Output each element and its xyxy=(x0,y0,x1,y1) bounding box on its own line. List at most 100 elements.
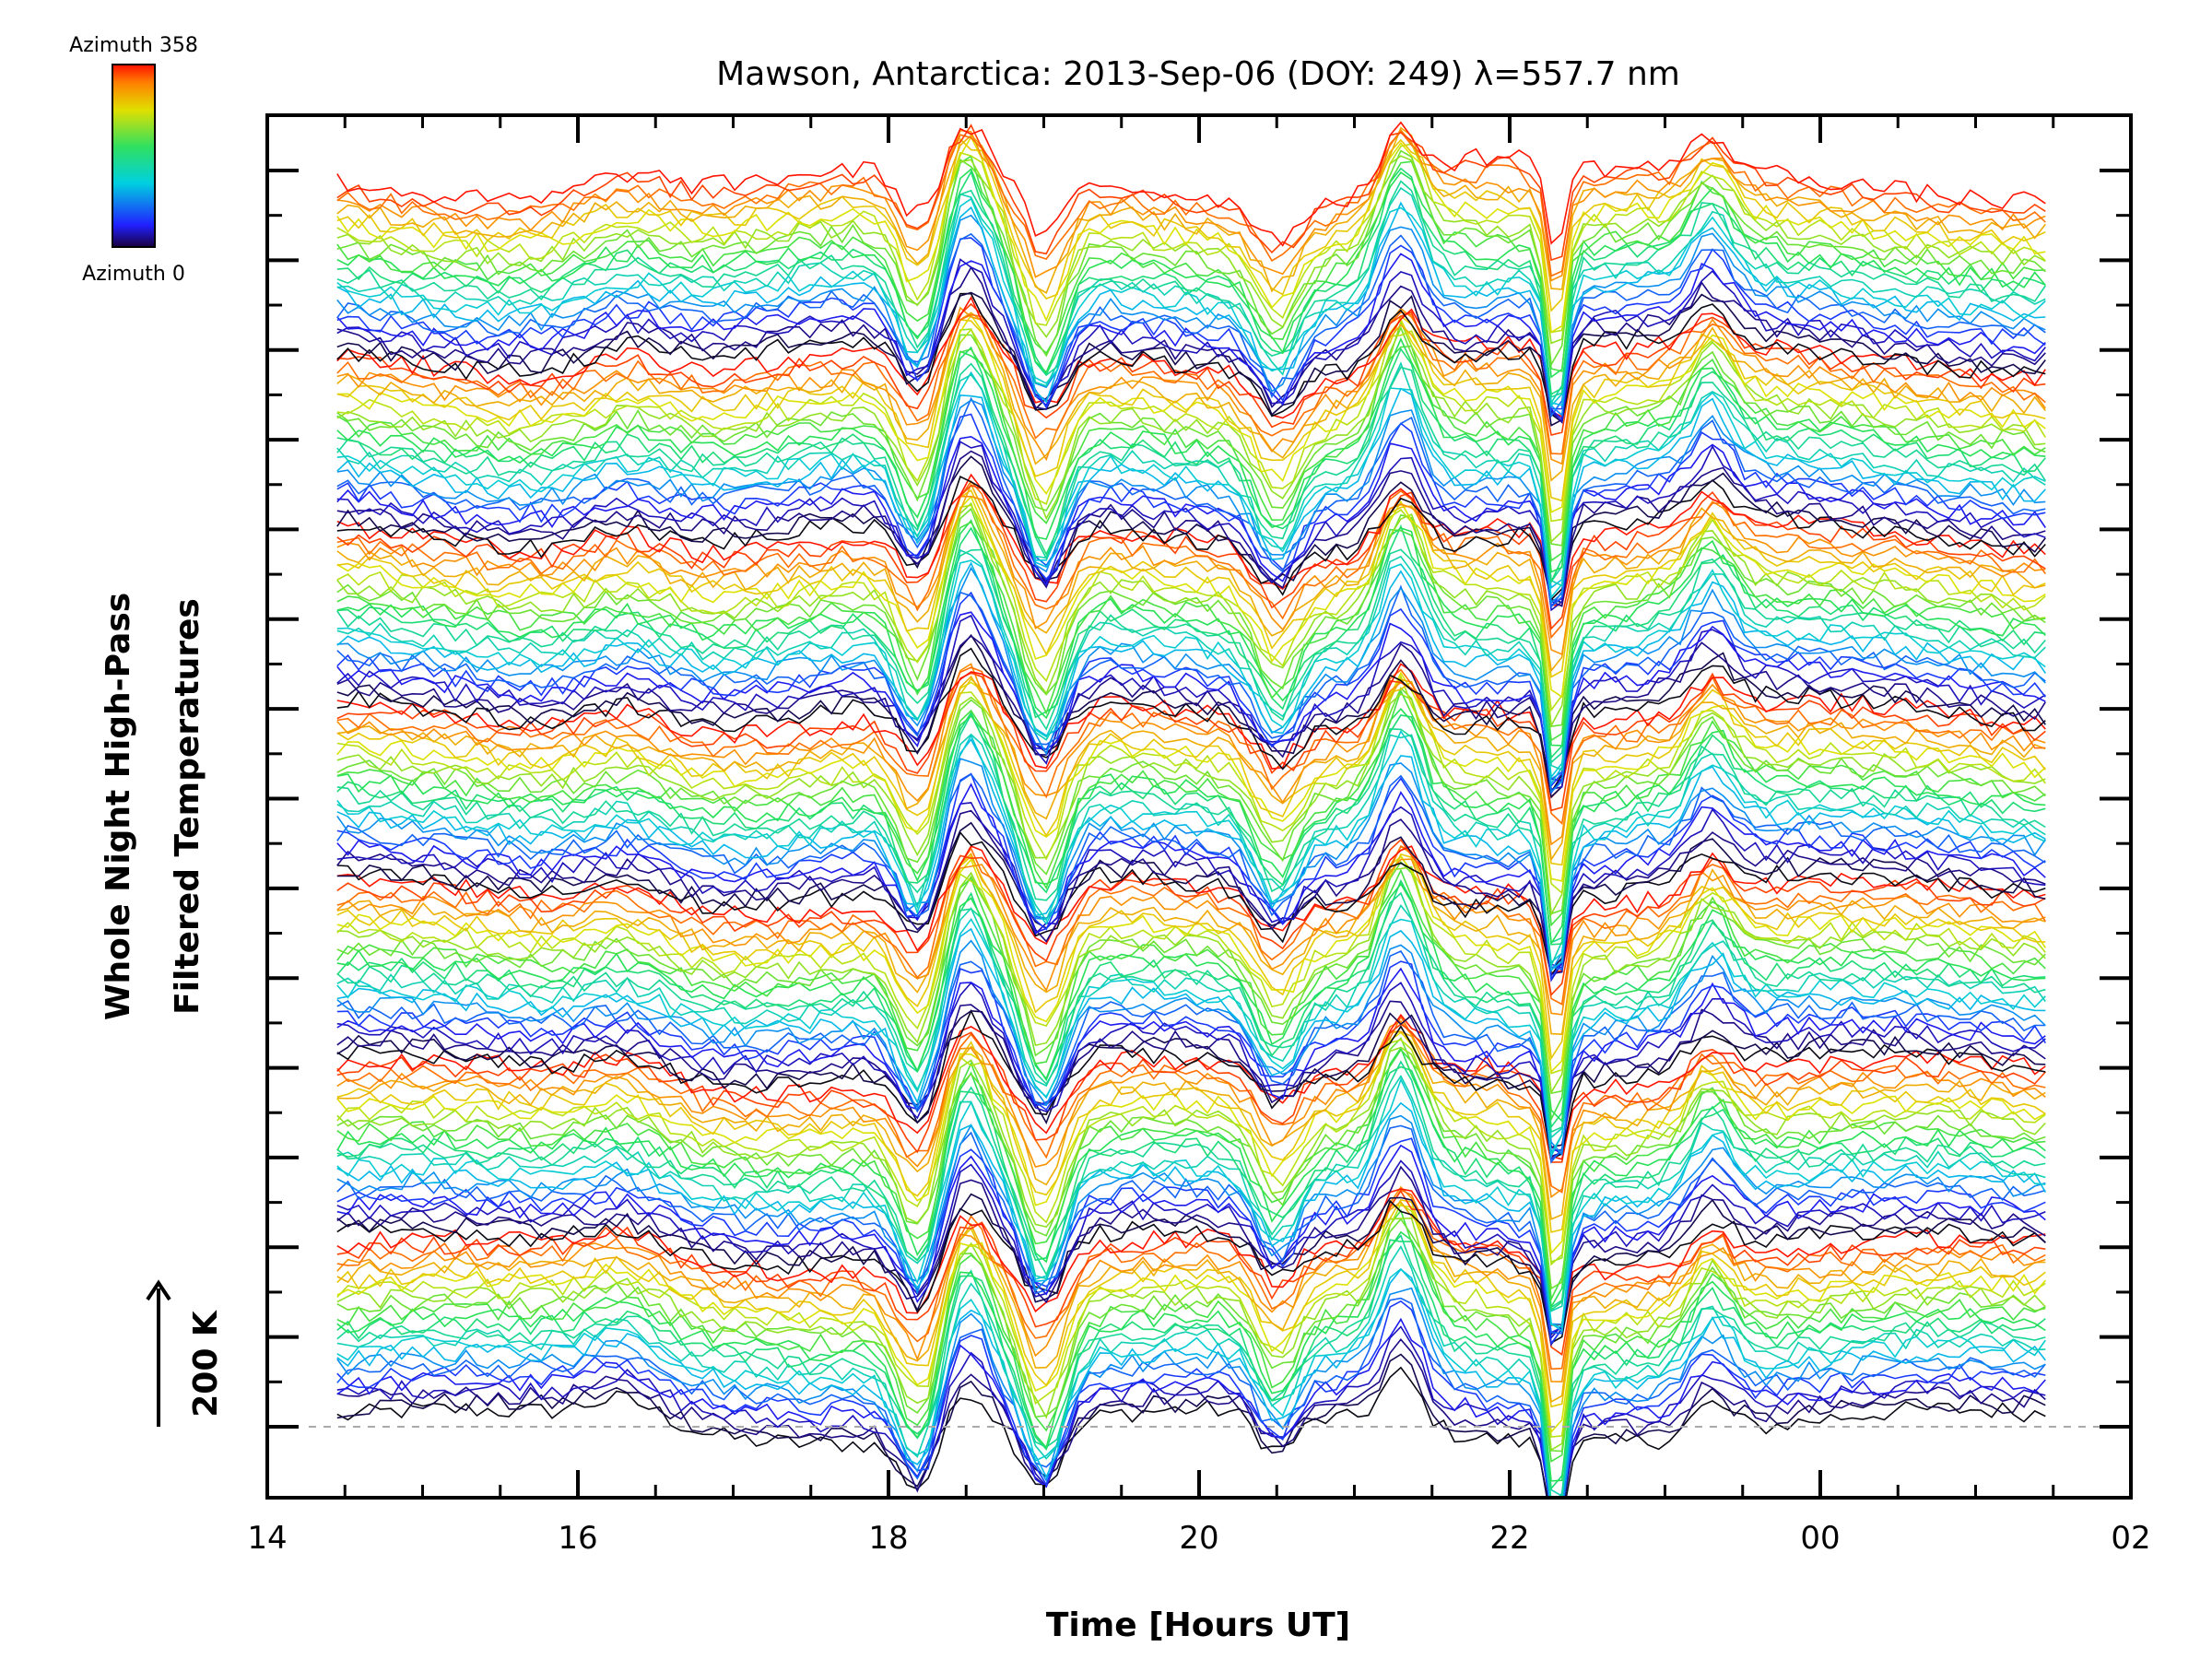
temperature-trace xyxy=(336,1030,2046,1233)
x-tick-label: 22 xyxy=(1489,1520,1529,1557)
temperature-trace xyxy=(336,712,2046,944)
temperature-trace xyxy=(336,1124,2046,1335)
temperature-trace xyxy=(336,861,2046,1095)
temperature-trace xyxy=(336,614,2046,791)
temperature-trace xyxy=(336,328,2046,523)
temperature-trace xyxy=(336,519,2046,747)
temperature-trace xyxy=(336,362,2046,584)
temperature-trace xyxy=(336,838,2046,997)
temperature-trace xyxy=(336,507,2046,728)
temperature-trace xyxy=(336,311,2046,455)
scale-bar: 200 K xyxy=(146,1279,225,1427)
y-axis-ticks xyxy=(267,169,2131,1429)
temperature-trace xyxy=(336,155,2046,372)
temperature-trace xyxy=(336,1000,2046,1158)
x-tick-label: 02 xyxy=(2111,1520,2150,1557)
x-tick-label: 18 xyxy=(868,1520,908,1557)
temperature-trace xyxy=(336,521,2046,742)
x-tick-label: 14 xyxy=(247,1520,287,1557)
temperature-trace xyxy=(336,1203,2046,1438)
temperature-trace xyxy=(336,1199,2046,1345)
temperature-trace xyxy=(336,291,2046,427)
temperature-trace xyxy=(336,1366,2046,1498)
temperature-trace xyxy=(336,1159,2046,1340)
temperature-trace xyxy=(336,672,2046,812)
temperature-trace xyxy=(336,633,2046,799)
temperature-trace xyxy=(336,214,2046,418)
temperature-trace xyxy=(336,1046,2046,1310)
temperature-trace xyxy=(336,1268,2046,1498)
temperature-trace xyxy=(336,320,2046,544)
temperature-trace xyxy=(336,809,2046,975)
temperature-trace xyxy=(336,1325,2046,1498)
temperature-trace xyxy=(336,853,2046,1061)
temperature-trace xyxy=(336,1217,2046,1452)
temperature-trace xyxy=(336,1031,2046,1255)
temperature-trace xyxy=(336,495,2046,656)
temperature-trace xyxy=(336,844,2046,974)
temperature-trace xyxy=(336,566,2046,794)
temperature-trace xyxy=(336,371,2046,599)
temperature-trace xyxy=(336,960,2046,1160)
temperature-trace xyxy=(336,1065,2046,1312)
x-tick-label: 00 xyxy=(1800,1520,1840,1557)
temperature-trace xyxy=(336,121,2046,247)
temperature-trace xyxy=(336,155,2046,345)
temperature-trace xyxy=(336,1230,2046,1482)
temperature-trace xyxy=(336,1046,2046,1264)
temperature-trace xyxy=(336,143,2046,334)
temperature-trace xyxy=(336,130,2046,277)
temperature-trace xyxy=(336,124,2046,262)
temperature-trace xyxy=(336,1200,2046,1404)
temperature-trace xyxy=(336,1205,2046,1434)
temperature-trace xyxy=(336,135,2046,334)
temperature-trace xyxy=(336,802,2046,982)
temperature-trace xyxy=(336,708,2046,947)
temperature-trace xyxy=(336,772,2046,982)
temperature-trace xyxy=(336,325,2046,547)
temperature-trace xyxy=(336,967,2046,1152)
temperature-trace xyxy=(336,292,2046,424)
temperature-trace xyxy=(336,296,2046,419)
temperature-trace xyxy=(336,729,2046,964)
temperature-trace xyxy=(336,232,2046,418)
temperature-trace xyxy=(336,168,2046,379)
temperature-trace xyxy=(336,475,2046,602)
temperature-trace xyxy=(336,413,2046,609)
temperature-trace xyxy=(336,1013,2046,1160)
temperature-trace xyxy=(336,306,2046,465)
temperature-trace xyxy=(336,455,2046,604)
temperature-trace xyxy=(336,128,2046,282)
temperature-trace xyxy=(336,501,2046,728)
temperature-trace xyxy=(336,488,2046,678)
temperature-trace xyxy=(336,687,2046,915)
temperature-trace xyxy=(336,1137,2046,1346)
temperature-trace xyxy=(336,387,2046,590)
temperature-trace xyxy=(336,882,2046,1124)
temperature-trace xyxy=(336,1208,2046,1463)
temperature-trace xyxy=(336,1037,2046,1290)
temperature-trace xyxy=(336,482,2046,673)
temperature-trace xyxy=(336,1165,2046,1347)
temperature-trace xyxy=(336,1188,2046,1326)
temperature-trace xyxy=(336,1114,2046,1325)
x-tick-label: 20 xyxy=(1179,1520,1218,1557)
temperature-trace xyxy=(336,1297,2046,1498)
temperature-trace xyxy=(336,845,2046,1036)
temperature-trace xyxy=(336,737,2046,971)
temperature-trace xyxy=(336,435,2046,607)
temperature-trace xyxy=(336,1030,2046,1220)
scale-bar-arrowhead-icon xyxy=(146,1279,171,1301)
temperature-trace xyxy=(336,878,2046,1129)
temperature-trace xyxy=(336,1009,2046,1148)
temperature-trace xyxy=(336,524,2046,759)
temperature-trace xyxy=(336,548,2046,771)
temperature-trace xyxy=(336,1267,2046,1498)
temperature-trace xyxy=(336,845,2046,1006)
temperature-trace xyxy=(336,441,2046,612)
temperature-trace xyxy=(336,854,2046,1075)
y-axis-label-line2: Filtered Temperatures xyxy=(169,598,206,1015)
temperature-trace xyxy=(336,675,2046,862)
temperature-trace xyxy=(336,677,2046,866)
temperature-traces xyxy=(336,121,2046,1498)
